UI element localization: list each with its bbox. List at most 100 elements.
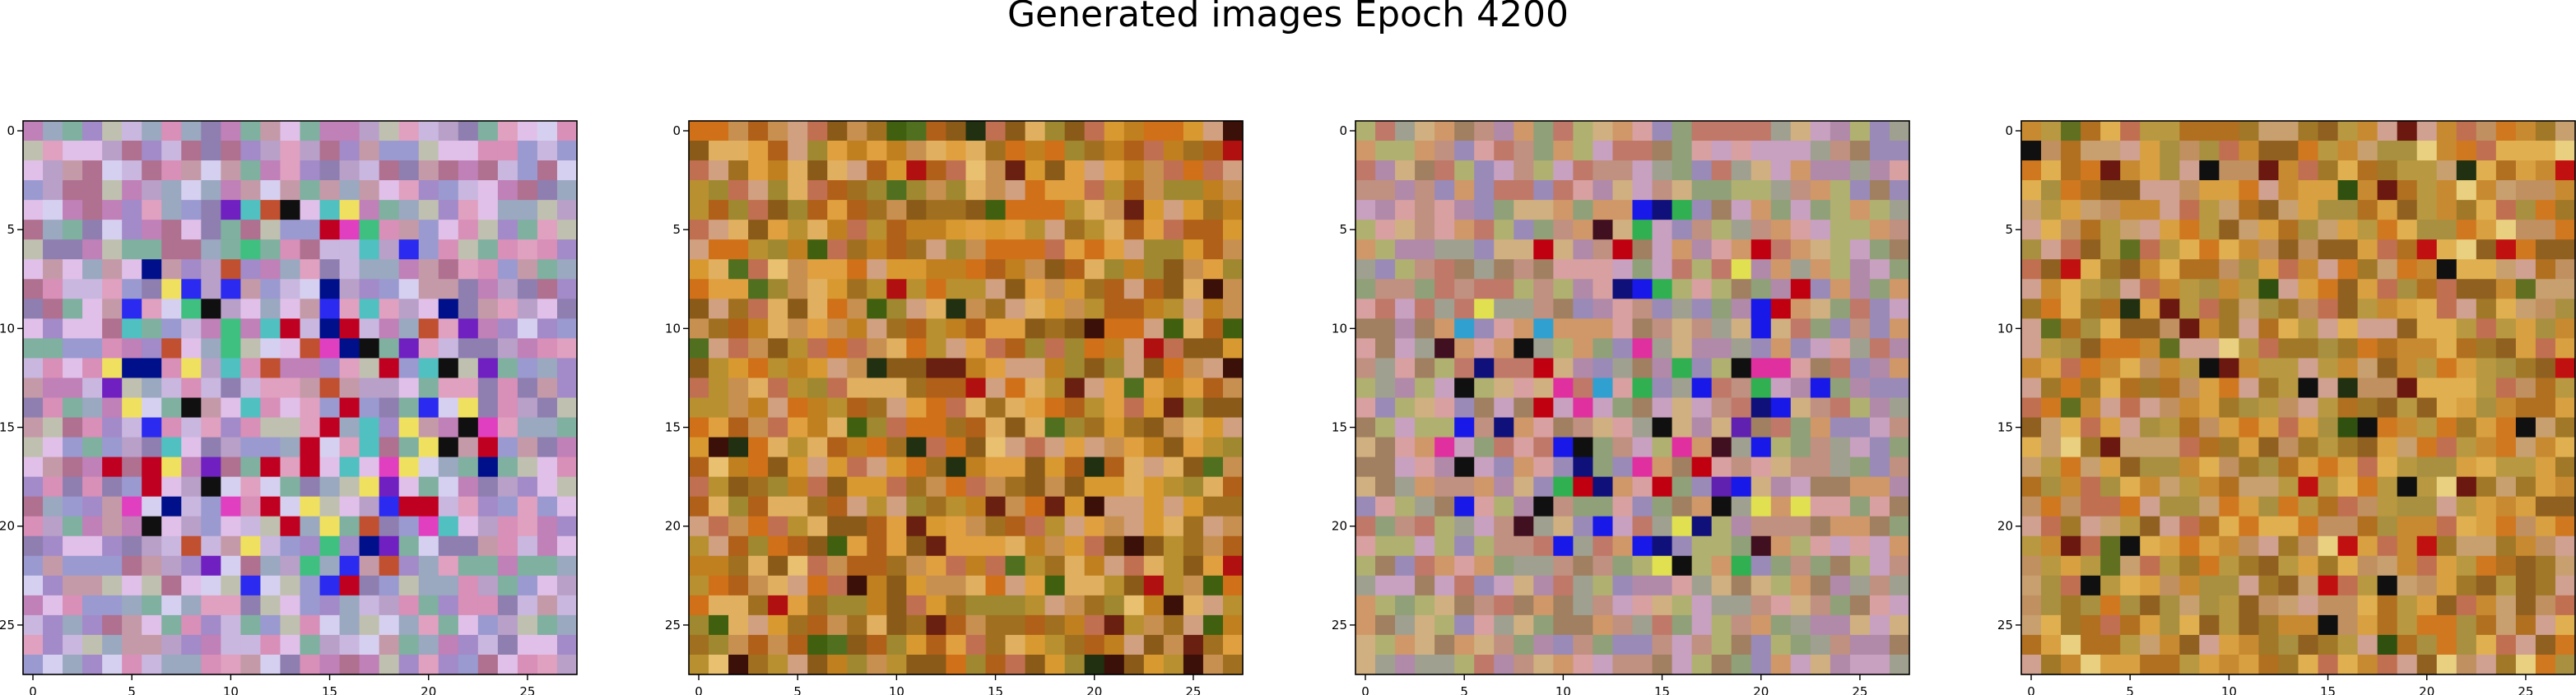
pixel-cell bbox=[2397, 180, 2418, 201]
pixel-cell bbox=[82, 496, 103, 517]
pixel-cell bbox=[1612, 378, 1634, 399]
pixel-cell bbox=[1222, 220, 1244, 240]
pixel-cell bbox=[768, 318, 788, 339]
pixel-cell bbox=[102, 535, 123, 557]
pixel-cell bbox=[1183, 417, 1204, 438]
pixel-cell bbox=[1044, 456, 1066, 478]
pixel-cell bbox=[1044, 575, 1066, 596]
pixel-cell bbox=[1355, 358, 1376, 379]
pixel-cell bbox=[477, 397, 499, 419]
pixel-cell bbox=[300, 121, 321, 141]
pixel-cell bbox=[906, 476, 928, 498]
pixel-cell bbox=[807, 417, 828, 438]
pixel-cell bbox=[2298, 516, 2319, 537]
pixel-cell bbox=[2081, 634, 2101, 656]
pixel-cell bbox=[1573, 200, 1594, 220]
pixel-cell bbox=[1222, 397, 1244, 419]
pixel-cell bbox=[438, 358, 459, 379]
pixel-cell bbox=[1869, 535, 1890, 557]
pixel-cell bbox=[556, 239, 578, 260]
pixel-cell bbox=[748, 318, 769, 339]
pixel-cell bbox=[1514, 239, 1534, 260]
y-tick-label: 20 bbox=[1997, 519, 2013, 534]
pixel-cell bbox=[1751, 358, 1772, 379]
pixel-cell bbox=[867, 318, 887, 339]
pixel-cell bbox=[221, 417, 241, 438]
pixel-cell bbox=[319, 654, 341, 675]
pixel-cell bbox=[1612, 575, 1634, 596]
pixel-cell bbox=[709, 496, 729, 517]
pixel-cell bbox=[1869, 220, 1890, 240]
pixel-cell bbox=[2298, 141, 2319, 161]
pixel-cell bbox=[2100, 535, 2121, 557]
pixel-cell bbox=[201, 378, 221, 399]
pixel-cell bbox=[1454, 614, 1475, 636]
pixel-cell bbox=[82, 595, 103, 616]
pixel-cell bbox=[1163, 614, 1184, 636]
pixel-cell bbox=[1183, 476, 1204, 498]
pixel-cell bbox=[2357, 614, 2378, 636]
pixel-cell bbox=[438, 456, 459, 478]
pixel-cell bbox=[1632, 259, 1653, 280]
pixel-cell bbox=[23, 496, 44, 517]
pixel-cell bbox=[926, 121, 947, 141]
pixel-cell bbox=[82, 141, 103, 161]
pixel-cell bbox=[768, 654, 788, 675]
pixel-cell bbox=[748, 239, 769, 260]
pixel-cell bbox=[906, 259, 928, 280]
pixel-cell bbox=[2179, 220, 2200, 240]
pixel-cell bbox=[847, 456, 867, 478]
pixel-cell bbox=[1415, 378, 1435, 399]
pixel-cell bbox=[2476, 358, 2497, 379]
pixel-cell bbox=[1672, 496, 1693, 517]
pixel-cell bbox=[2535, 220, 2556, 240]
pixel-cell bbox=[1183, 496, 1204, 517]
pixel-cell bbox=[827, 239, 848, 260]
pixel-cell bbox=[985, 180, 1007, 201]
pixel-cell bbox=[43, 496, 63, 517]
pixel-cell bbox=[1593, 299, 1614, 319]
pixel-cell bbox=[2298, 338, 2319, 359]
pixel-cell bbox=[2219, 259, 2239, 280]
pixel-cell bbox=[2120, 634, 2141, 656]
pixel-cell bbox=[2199, 595, 2220, 616]
pixel-cell bbox=[1553, 220, 1574, 240]
pixel-cell bbox=[2061, 160, 2081, 181]
pixel-cell bbox=[359, 358, 380, 379]
pixel-cell bbox=[1751, 259, 1772, 280]
pixel-cell bbox=[497, 654, 518, 675]
pixel-cell bbox=[1434, 516, 1455, 537]
pixel-cell bbox=[556, 634, 578, 656]
pixel-cell bbox=[2416, 358, 2438, 379]
pixel-cell bbox=[458, 476, 479, 498]
pixel-cell bbox=[2100, 476, 2121, 498]
pixel-cell bbox=[2140, 180, 2160, 201]
pixel-cell bbox=[689, 535, 709, 557]
pixel-cell bbox=[1104, 496, 1125, 517]
pixel-cell bbox=[2337, 299, 2359, 319]
pixel-cell bbox=[926, 318, 947, 339]
pixel-cell bbox=[319, 141, 341, 161]
pixel-cell bbox=[1202, 496, 1224, 517]
pixel-cell bbox=[497, 456, 518, 478]
pixel-cell bbox=[161, 397, 182, 419]
pixel-cell bbox=[2476, 318, 2497, 339]
pixel-cell bbox=[1869, 417, 1890, 438]
pixel-cell bbox=[1434, 318, 1455, 339]
pixel-cell bbox=[2436, 160, 2457, 181]
pixel-cell bbox=[181, 437, 202, 458]
pixel-cell bbox=[63, 378, 83, 399]
pixel-cell bbox=[497, 180, 518, 201]
pixel-cell bbox=[2179, 456, 2200, 478]
pixel-cell bbox=[1025, 239, 1046, 260]
pixel-cell bbox=[2199, 358, 2220, 379]
pixel-cell bbox=[398, 220, 420, 240]
pixel-cell bbox=[2318, 338, 2339, 359]
pixel-cell bbox=[1494, 535, 1514, 557]
pixel-cell bbox=[2100, 595, 2121, 616]
pixel-cell bbox=[1790, 141, 1811, 161]
pixel-cell bbox=[2258, 535, 2280, 557]
pixel-cell bbox=[1849, 595, 1871, 616]
pixel-cell bbox=[1104, 634, 1125, 656]
pixel-cell bbox=[1672, 516, 1693, 537]
